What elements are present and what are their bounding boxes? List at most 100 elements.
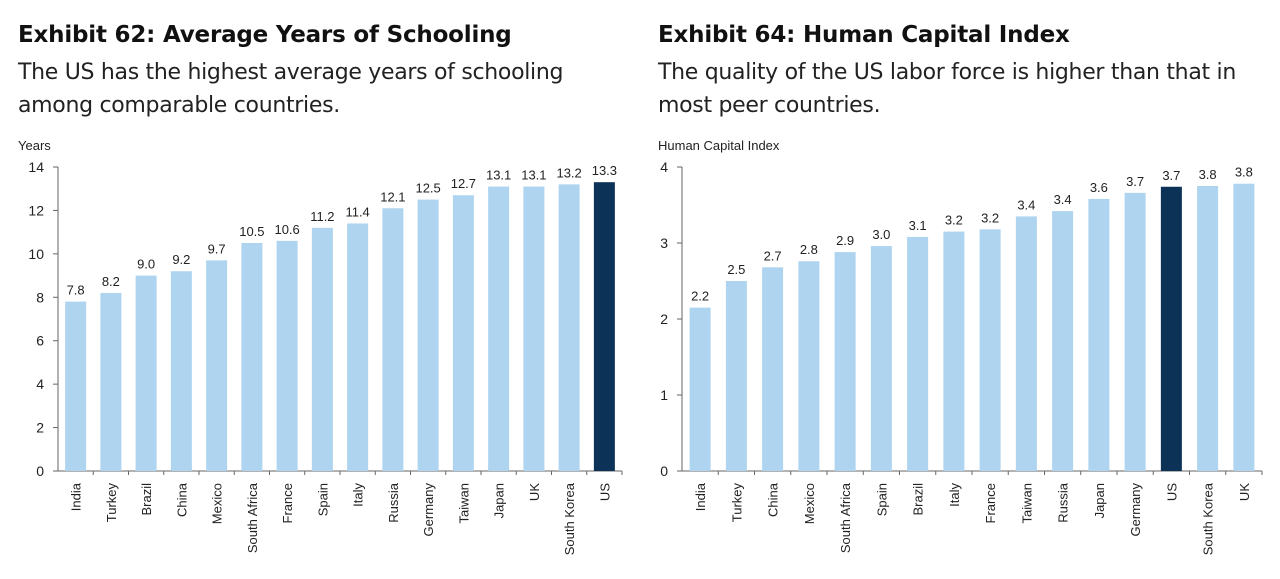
data-label: 2.7 [764, 248, 782, 263]
data-label: 7.8 [67, 283, 85, 298]
data-label: 12.1 [380, 189, 405, 204]
data-label: 13.2 [556, 165, 581, 180]
data-label: 2.8 [800, 242, 818, 257]
bar-spain [870, 246, 892, 471]
x-tick-label: Taiwan [456, 483, 471, 523]
x-tick-label: US [597, 483, 612, 501]
y-tick-label: 6 [36, 333, 44, 349]
y-tick-label: 4 [660, 159, 668, 175]
bar-germany [1124, 192, 1146, 471]
x-tick-label: China [174, 482, 189, 517]
data-label: 9.0 [137, 257, 155, 272]
x-tick-label: Spain [874, 483, 889, 516]
data-label: 2.5 [727, 262, 745, 277]
bar-brazil [907, 236, 929, 471]
data-label: 12.5 [415, 181, 440, 196]
x-tick-label: Germany [421, 483, 436, 537]
bar-us [1160, 186, 1182, 471]
data-label: 11.2 [310, 209, 334, 224]
bar-uk [523, 186, 545, 472]
bar-taiwan [1015, 216, 1037, 471]
data-label: 9.2 [172, 252, 190, 267]
data-label: 3.8 [1199, 167, 1217, 182]
bar-china [762, 267, 784, 471]
chart-title: Exhibit 62: Average Years of Schooling [18, 22, 512, 48]
bar-spain [311, 227, 333, 471]
data-label: 3.6 [1090, 180, 1108, 195]
bar-italy [943, 231, 965, 471]
x-tick-label: Taiwan [1019, 483, 1034, 523]
y-tick-label: 0 [36, 463, 44, 479]
data-label: 3.8 [1235, 165, 1253, 180]
x-tick-label: Spain [315, 483, 330, 516]
x-tick-label: Germany [1128, 483, 1143, 537]
data-label: 13.3 [592, 163, 617, 178]
data-label: 3.7 [1126, 174, 1144, 189]
x-tick-label: Japan [1092, 483, 1107, 518]
x-tick-label: China [766, 482, 781, 517]
bar-germany [417, 199, 439, 472]
data-label: 3.4 [1017, 197, 1035, 212]
x-tick-label: US [1164, 483, 1179, 501]
bar-brazil [135, 275, 157, 471]
x-tick-label: South Korea [562, 482, 577, 555]
y-tick-label: 2 [660, 311, 668, 327]
x-tick-label: UK [527, 483, 542, 501]
data-label: 3.2 [945, 213, 963, 228]
chart-panel-right: Exhibit 64: Human Capital Index The qual… [640, 0, 1270, 579]
chart-subtitle: The US has the highest average years of … [18, 60, 564, 118]
x-tick-label: UK [1237, 483, 1252, 501]
x-tick-label: Brazil [139, 483, 154, 516]
bar-uk [1233, 183, 1255, 471]
y-tick-label: 10 [28, 246, 44, 262]
bar-us [593, 182, 615, 471]
y-tick-label: 3 [660, 235, 668, 251]
data-label: 12.7 [451, 176, 476, 191]
data-label: 3.1 [909, 218, 927, 233]
bar-france [979, 229, 1001, 471]
bar-turkey [100, 292, 122, 471]
bar-south-africa [241, 243, 263, 471]
x-tick-label: India [69, 482, 84, 511]
data-label: 13.1 [486, 168, 511, 183]
x-tick-label: India [693, 482, 708, 511]
data-label: 10.5 [239, 224, 264, 239]
data-label: 3.0 [872, 227, 890, 242]
x-tick-label: Mexico [802, 483, 817, 524]
x-tick-label: Turkey [104, 483, 119, 523]
y-tick-label: 12 [28, 202, 44, 218]
chart-subtitle: The quality of the US labor force is hig… [658, 60, 1236, 118]
bar-china [170, 271, 192, 471]
bar-india [689, 307, 711, 471]
x-tick-label: Italy [351, 483, 366, 507]
bar-taiwan [452, 195, 474, 471]
y-tick-label: 8 [36, 289, 44, 305]
data-label: 3.4 [1054, 192, 1072, 207]
bar-france [276, 240, 298, 471]
x-tick-label: France [280, 483, 295, 523]
y-tick-label: 0 [660, 463, 668, 479]
data-label: 2.2 [691, 289, 709, 304]
bar-india [65, 301, 87, 471]
chart-panel-left: Exhibit 62: Average Years of Schooling T… [0, 0, 630, 579]
x-tick-label: Turkey [729, 483, 744, 523]
bar-russia [382, 208, 404, 471]
y-tick-label: 1 [660, 387, 668, 403]
bar-south-africa [834, 252, 856, 471]
x-tick-label: Russia [386, 482, 401, 523]
data-label: 2.9 [836, 233, 854, 248]
x-tick-label: Brazil [911, 483, 926, 516]
data-label: 11.4 [345, 204, 369, 219]
x-tick-label: South Africa [838, 482, 853, 553]
bar-mexico [798, 261, 820, 471]
data-label: 3.2 [981, 210, 999, 225]
data-label: 13.1 [521, 168, 546, 183]
bar-japan [488, 186, 510, 472]
y-axis-label: Years [18, 138, 51, 153]
bar-russia [1052, 211, 1074, 471]
human-capital-bar-chart: Human Capital Index 0 1 2 3 4 2.2 India 2.5 Turke… [658, 138, 1263, 555]
y-tick-label: 2 [36, 420, 44, 436]
bar-south-korea [1197, 186, 1219, 471]
x-tick-label: South Africa [245, 482, 260, 553]
data-label: 9.7 [208, 241, 226, 256]
